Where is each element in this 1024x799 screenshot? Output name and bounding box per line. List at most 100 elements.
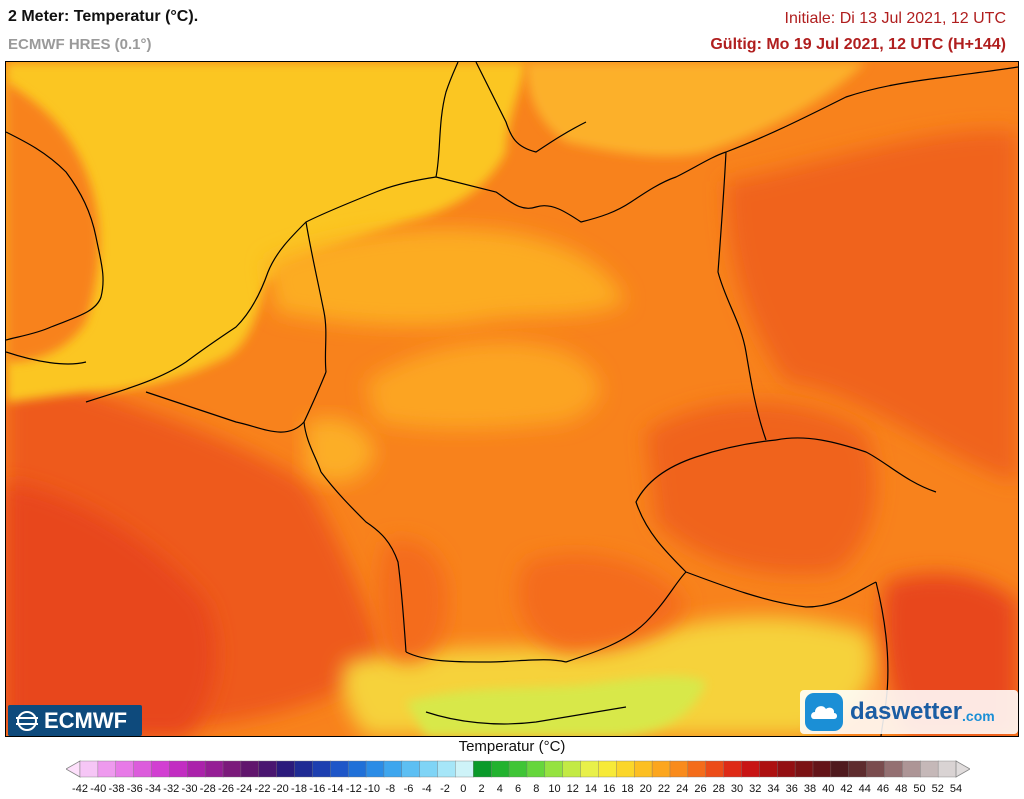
legend-tick-label: 18 [621, 783, 634, 795]
legend-swatch [79, 760, 99, 778]
legend-swatch [347, 760, 367, 778]
legend-tick-label: 50 [913, 783, 926, 795]
legend-tick-label: 54 [949, 783, 963, 795]
legend-tick-label: 30 [730, 783, 744, 795]
legend-tick-label: 10 [548, 783, 561, 795]
map-svg [6, 62, 1018, 736]
borders [6, 62, 1018, 736]
legend-swatch [365, 760, 385, 778]
field-hot-east [726, 130, 1018, 482]
daswetter-logo: daswetter .com [800, 690, 1018, 734]
legend-swatch [937, 760, 957, 778]
legend-swatch [812, 760, 832, 778]
daswetter-logo-text: daswetter [850, 698, 963, 725]
legend-swatch [794, 760, 814, 778]
field-england [6, 82, 100, 362]
field-hot-west-core [6, 482, 217, 736]
cloud-icon [805, 693, 843, 731]
legend-tick-label: 4 [496, 783, 503, 795]
legend-tick-label: 36 [785, 783, 798, 795]
legend-swatch [330, 760, 349, 778]
legend-swatch [777, 760, 796, 778]
legend-swatch [848, 760, 868, 778]
legend-swatch [562, 760, 582, 778]
legend-swatch [115, 760, 135, 778]
valid-time: Gültig: Mo 19 Jul 2021, 12 UTC (H+144) [710, 36, 1006, 53]
legend-tick-label: -38 [108, 783, 125, 795]
border-de-ch [405, 651, 567, 663]
legend-arrow-right [955, 760, 970, 778]
coast-england [6, 131, 104, 341]
legend-tick-label: 20 [639, 783, 652, 795]
legend-swatch [437, 760, 457, 778]
legend-swatch [920, 760, 939, 778]
legend-swatch [866, 760, 886, 778]
legend-tick-label: 8 [533, 783, 540, 795]
legend-swatch [204, 760, 224, 778]
ecmwf-emblem-icon [16, 710, 38, 731]
legend-tick-label: -42 [72, 783, 88, 795]
border-de-at [565, 571, 687, 663]
legend-tick-label: -12 [345, 783, 362, 795]
border-fr-be [145, 391, 305, 433]
coast-england-south [6, 351, 87, 365]
field-rhine [378, 540, 448, 662]
legend-tick-label: 34 [767, 783, 780, 795]
legend-tick-label: -18 [291, 783, 307, 795]
legend-swatch [473, 760, 492, 778]
legend-tick-label: -28 [199, 783, 216, 795]
legend-swatch [902, 760, 921, 778]
legend-swatch [723, 760, 743, 778]
legend-tick-label: 48 [895, 783, 908, 795]
legend-swatch [598, 760, 617, 778]
legend-labels: -42 -40 -38 -36 -34 -32 -30 -28 -26 -24 -22 -20 -18-… [0, 783, 1024, 799]
legend-tick-label: 32 [749, 783, 762, 795]
coast-north-germany [435, 62, 727, 223]
legend-tick-label: -32 [163, 783, 180, 795]
ecmwf-logo: ECMWF [8, 705, 142, 736]
field-sea-north [6, 62, 526, 402]
field-bavaria [518, 554, 686, 652]
legend-swatch [544, 760, 564, 778]
legend-swatch [151, 760, 170, 778]
legend-tick-label: 52 [931, 783, 944, 795]
color-legend [66, 760, 970, 778]
field-mild-central [366, 342, 600, 430]
legend-swatch [419, 760, 439, 778]
legend-swatch [312, 760, 331, 778]
legend-swatch [741, 760, 760, 778]
legend-tick-label: -26 [218, 783, 234, 795]
legend-swatch [187, 760, 206, 778]
legend-tick-label: -20 [272, 783, 289, 795]
border-cz-at [685, 571, 877, 608]
legend-tick-label: 14 [584, 783, 598, 795]
field-mild-hesse [306, 418, 376, 483]
legend-swatch [616, 760, 635, 778]
legend-swatch [526, 760, 546, 778]
border-de-cz [635, 439, 777, 573]
border-cz-pl [775, 437, 937, 493]
legend-tick-label: 12 [566, 783, 579, 795]
legend-swatch [383, 760, 403, 778]
border-de-pl [717, 151, 767, 441]
legend-swatch [580, 760, 600, 778]
legend-swatch [651, 760, 671, 778]
legend-swatch [490, 760, 510, 778]
model-label: ECMWF HRES (0.1°) [8, 36, 152, 53]
legend-swatch [634, 760, 653, 778]
legend-tick-label: -30 [181, 783, 198, 795]
legend-tick-label: -10 [364, 783, 380, 795]
temperature-map[interactable] [5, 61, 1019, 737]
legend-tick-label: 40 [822, 783, 835, 795]
legend-swatch [169, 760, 188, 778]
legend-swatch [508, 760, 528, 778]
legend-tick-label: -4 [421, 783, 432, 795]
legend-swatch [830, 760, 850, 778]
border-fr-de [320, 471, 407, 653]
legend-tick-label: 42 [840, 783, 853, 795]
legend-swatch [759, 760, 778, 778]
legend-tick-label: -14 [327, 783, 344, 795]
legend-swatch [133, 760, 153, 778]
coast-poland [725, 66, 1018, 153]
legend-swatch [276, 760, 296, 778]
